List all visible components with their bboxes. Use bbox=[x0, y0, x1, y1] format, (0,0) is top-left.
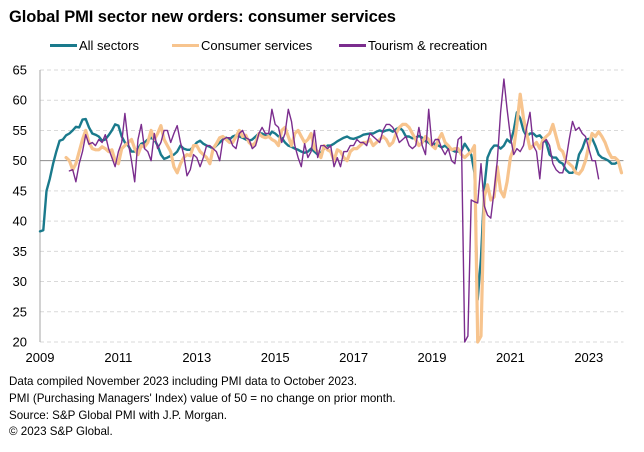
x-axis-ticks: 2009 2011 2013 2015 2017 2019 2021 2023 bbox=[26, 350, 604, 365]
legend-item-all-sectors: All sectors bbox=[50, 38, 139, 53]
footnote-data-compiled: Data compiled November 2023 including PM… bbox=[9, 375, 358, 388]
footnotes: Data compiled November 2023 including PM… bbox=[9, 374, 396, 441]
x-tick-label-2021: 2021 bbox=[496, 350, 525, 365]
legend-label-tourism-recreation: Tourism & recreation bbox=[368, 38, 488, 53]
y-tick-label-60: 60 bbox=[13, 93, 27, 108]
legend: All sectors Consumer services Tourism & … bbox=[0, 38, 644, 56]
gridlines bbox=[40, 69, 624, 343]
y-tick-label-25: 25 bbox=[13, 304, 27, 319]
y-tick-label-55: 55 bbox=[13, 123, 27, 138]
series-lines bbox=[38, 78, 624, 344]
x-tick-label-2009: 2009 bbox=[26, 350, 55, 365]
legend-item-tourism-recreation: Tourism & recreation bbox=[339, 38, 487, 53]
y-tick-label-20: 20 bbox=[13, 335, 27, 350]
y-tick-label-40: 40 bbox=[13, 214, 27, 229]
x-tick-label-2017: 2017 bbox=[339, 350, 368, 365]
x-tick-label-2019: 2019 bbox=[418, 350, 447, 365]
series-line-tourism-recreation bbox=[68, 78, 600, 343]
legend-swatch-tourism-recreation bbox=[339, 44, 366, 47]
series-line-all-sectors bbox=[38, 111, 620, 301]
y-tick-label-45: 45 bbox=[13, 183, 27, 198]
legend-swatch-consumer-services bbox=[172, 44, 199, 47]
series-line-consumer-services bbox=[64, 92, 624, 344]
y-tick-label-35: 35 bbox=[13, 244, 27, 259]
footnote-pmi-definition: PMI (Purchasing Managers' Index) value o… bbox=[9, 391, 396, 405]
y-tick-label-65: 65 bbox=[13, 63, 27, 78]
y-axis-ticks: 20 25 30 35 40 45 50 55 60 65 bbox=[13, 63, 27, 350]
x-tick-label-2013: 2013 bbox=[182, 350, 211, 365]
legend-swatch-all-sectors bbox=[50, 44, 77, 47]
x-tick-label-2011: 2011 bbox=[104, 350, 132, 365]
legend-item-consumer-services: Consumer services bbox=[172, 38, 312, 53]
legend-label-all-sectors: All sectors bbox=[79, 38, 139, 53]
x-tick-label-2015: 2015 bbox=[261, 350, 290, 365]
footnote-source: Source: S&P Global PMI with J.P. Morgan. bbox=[9, 408, 228, 422]
x-tick-label-2023: 2023 bbox=[574, 350, 603, 365]
legend-label-consumer-services: Consumer services bbox=[201, 38, 313, 53]
y-tick-label-50: 50 bbox=[13, 153, 27, 168]
chart-title: Global PMI sector new orders: consumer s… bbox=[9, 8, 396, 26]
y-tick-label-30: 30 bbox=[13, 274, 27, 289]
chart-plot: 20 25 30 35 40 45 50 55 60 65 2009 2011 2013 2015 201… bbox=[13, 63, 624, 365]
footnote-copyright: © 2023 S&P Global. bbox=[9, 425, 113, 439]
